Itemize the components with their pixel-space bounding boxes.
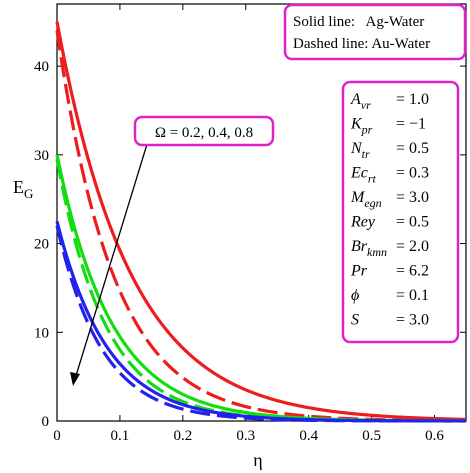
- y-tick-label: 0: [42, 414, 50, 430]
- x-tick-label: 0.4: [299, 428, 318, 444]
- y-axis-title: EG: [13, 177, 33, 201]
- legend-box: [283, 3, 467, 61]
- parameter-name: Rey: [350, 214, 376, 231]
- parameter-name: Pr: [350, 263, 368, 280]
- parameter-list: Avr = 1.0 Kpr = −1 Ntr = 0.5 Ecrt = 0.3 Megn = 3.…: [350, 91, 429, 329]
- parameter-name: Megn: [350, 189, 382, 210]
- parameter-value: = 0.1: [396, 287, 429, 304]
- x-tick-label: 0: [53, 428, 61, 444]
- axis-ticks: 0 0.1 0.2 0.3 0.4 0.5 0.6 0 10 20 30 40: [34, 4, 466, 444]
- x-tick-label: 0.5: [362, 428, 381, 444]
- x-tick-label: 0.2: [173, 428, 192, 444]
- x-axis-title: η: [253, 450, 262, 470]
- parameter-value: = 3.0: [396, 189, 429, 206]
- omega-annotation-box: [133, 115, 275, 147]
- legend-dashed-line: Dashed line: Au-Water: [293, 36, 430, 52]
- parameter-box: [341, 80, 460, 344]
- parameter-name: Avr: [350, 91, 371, 112]
- parameter-name: S: [351, 312, 359, 329]
- omega-arrow-line: [74, 140, 149, 380]
- y-tick-label: 20: [34, 237, 49, 253]
- curve-omega-0_8-dashed: [55, 225, 466, 423]
- plot-frame: [56, 3, 467, 422]
- data-curves: [55, 21, 467, 423]
- parameter-value: = −1: [396, 116, 426, 133]
- x-tick-label: 0.6: [425, 428, 444, 444]
- parameter-value: = 1.0: [396, 91, 429, 108]
- omega-annotation: Ω = 0.2, 0.4, 0.8: [155, 125, 253, 141]
- legend-solid-line: Solid line: Ag-Water: [293, 14, 424, 30]
- parameter-value: = 0.5: [396, 214, 429, 231]
- parameter-name: Ntr: [350, 140, 370, 161]
- x-tick-label: 0.3: [236, 428, 255, 444]
- curve-omega-0_2-solid: [55, 21, 467, 422]
- y-tick-label: 10: [34, 325, 49, 341]
- parameter-name: ϕ: [351, 287, 359, 304]
- omega-arrow-head: [70, 372, 80, 386]
- y-tick-label: 30: [34, 148, 49, 164]
- parameter-value: = 6.2: [396, 263, 429, 280]
- parameter-name: Kpr: [350, 116, 373, 137]
- y-axis-title-subscript: G: [24, 186, 33, 201]
- parameter-name: Brkmn: [351, 238, 387, 259]
- parameter-value: = 3.0: [396, 312, 429, 329]
- y-tick-label: 40: [34, 59, 49, 75]
- parameter-value: = 2.0: [396, 238, 429, 255]
- parameter-value: = 0.3: [396, 165, 429, 182]
- parameter-name: Ecrt: [350, 165, 377, 186]
- parameter-value: = 0.5: [396, 140, 429, 157]
- x-tick-label: 0.1: [111, 428, 130, 444]
